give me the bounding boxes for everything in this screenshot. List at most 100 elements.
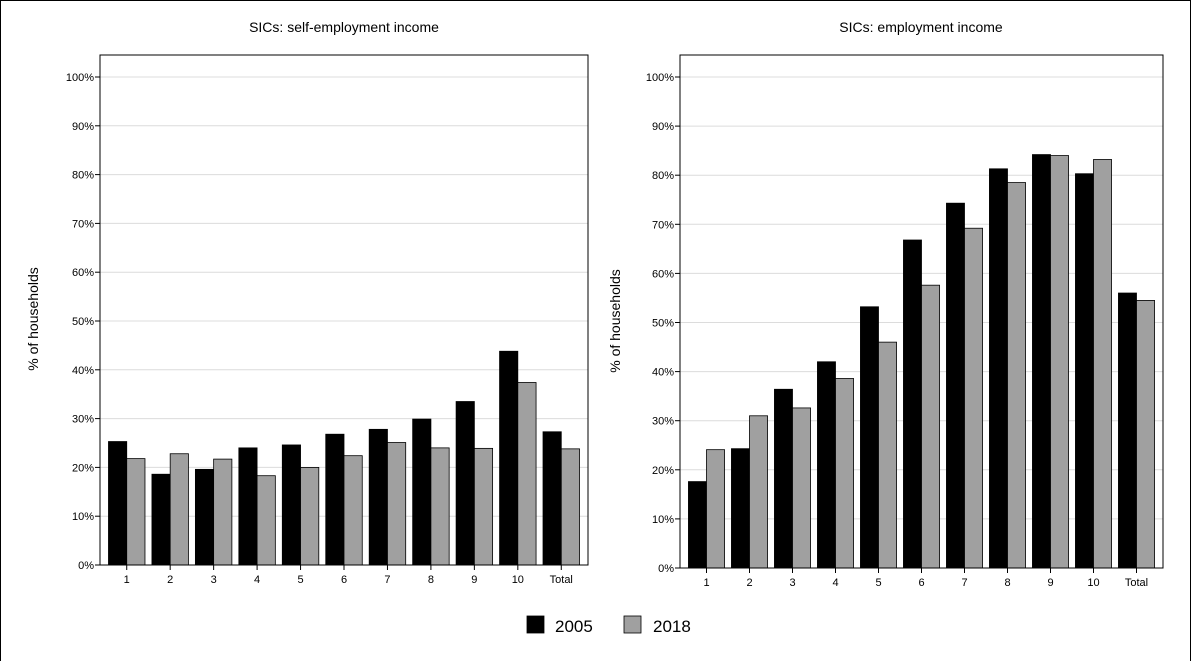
bar-2005-2 [731,448,750,569]
bar-2018-4 [256,475,276,566]
bar-2005-6 [903,239,922,569]
y-tick-label: 90% [72,121,94,133]
y-axis-label: % of households [607,269,623,373]
bars [688,154,1155,569]
x-tick-label: 4 [254,574,260,586]
y-axis-label: % of households [25,267,41,371]
y-tick-label: 10% [652,514,674,526]
bar-2018-7 [387,442,407,566]
axes [675,54,1164,573]
bar-2018-9 [473,447,494,566]
bar-2005-9 [455,401,475,566]
x-tick-label: 2 [746,577,752,589]
bar-2005-7 [946,202,965,569]
bar-2005-10 [1075,173,1094,569]
y-tick-label: 90% [652,121,674,133]
bar-2018-Total [560,448,580,566]
x-tick-label: 7 [384,574,390,586]
bar-2005-Total [542,431,562,566]
tick-labels: 0% 10% 20% 30% 40% 50% 60% 70% 80% 90% 100% 1 2 3 4 5 6 7… [646,72,1148,589]
x-tick-label: 6 [918,577,924,589]
bar-2005-4 [238,447,258,566]
bar-2018-10 [517,382,537,566]
x-tick-label: 1 [124,574,130,586]
plot-frame [99,54,589,566]
bar-2018-10 [1093,159,1112,569]
legend: 2005 2018 [526,615,691,636]
y-tick-label: 60% [652,268,674,280]
bar-2018-2 [169,453,189,566]
bar-2005-1 [688,481,707,569]
chart-title: SICs: self-employment income [249,19,439,35]
bar-2005-5 [860,306,879,569]
x-tick-label: 9 [1047,577,1053,589]
bar-2018-2 [749,415,768,569]
y-tick-label: 40% [72,365,94,377]
bar-2005-Total [1118,292,1137,569]
y-tick-label: 70% [652,219,674,231]
x-tick-label: 3 [211,574,217,586]
bar-2005-6 [325,433,345,566]
bar-2018-1 [126,458,146,566]
bar-2005-5 [281,444,301,566]
bar-2005-8 [989,168,1008,569]
y-tick-label: 50% [652,318,674,330]
bar-2005-3 [774,388,793,569]
plot-frame [679,54,1164,569]
bar-2018-5 [300,466,320,566]
y-tick-label: 100% [646,72,674,84]
y-tick-label: 20% [652,465,674,477]
y-tick-label: 20% [72,462,94,474]
bar-2005-4 [817,361,836,569]
panel-employment: SICs: employment income % of households … [607,19,1164,589]
y-tick-label: 70% [72,218,94,230]
x-tick-label: 9 [471,574,477,586]
bar-2018-1 [706,449,725,569]
bar-2005-8 [412,418,432,566]
y-tick-label: 0% [658,563,674,575]
bar-2018-Total [1136,300,1155,569]
bar-2018-3 [213,458,233,566]
x-tick-label: 7 [961,577,967,589]
bar-2005-2 [151,473,171,566]
bar-2018-7 [964,227,983,569]
bar-2018-4 [835,378,854,569]
y-tick-label: 60% [72,267,94,279]
bar-2005-3 [194,468,215,566]
panel-self-employment: SICs: self-employment income % of househ… [25,19,589,586]
bar-2005-1 [108,441,128,566]
tick-labels: 0% 10% 20% 30% 40% 50% 60% 70% 80% 90% 100% 1 2 3 4 5 6 7… [66,72,573,586]
x-tick-label: 8 [428,574,434,586]
legend-swatch-2005 [526,615,545,634]
x-tick-label: 5 [297,574,303,586]
axes [95,54,589,570]
x-tick-label: Total [1125,577,1148,589]
x-tick-label: 10 [1087,577,1099,589]
y-tick-label: 80% [72,170,94,182]
bar-2005-10 [499,350,519,566]
chart-title: SICs: employment income [839,19,1003,35]
legend-label-2018: 2018 [653,617,691,636]
x-tick-label: 5 [875,577,881,589]
x-tick-label: 1 [703,577,709,589]
legend-swatch-2018 [623,615,642,634]
x-tick-label: 10 [512,574,524,586]
x-tick-label: 8 [1004,577,1010,589]
x-tick-label: 2 [167,574,173,586]
y-tick-label: 50% [72,316,94,328]
bars [108,350,580,566]
bar-2018-6 [921,284,940,569]
y-tick-label: 40% [652,367,674,379]
bar-2018-3 [792,407,811,569]
bar-2018-5 [878,341,897,569]
bar-2018-8 [430,447,450,566]
legend-label-2005: 2005 [555,617,593,636]
y-tick-label: 30% [72,414,94,426]
y-tick-label: 80% [652,170,674,182]
y-tick-label: 0% [78,560,94,572]
x-tick-label: 6 [341,574,347,586]
y-tick-label: 10% [72,511,94,523]
bar-2018-6 [343,455,363,566]
